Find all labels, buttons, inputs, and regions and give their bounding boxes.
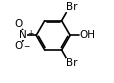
Text: +: + <box>27 29 33 39</box>
Text: O: O <box>14 41 22 51</box>
Text: OH: OH <box>79 30 95 40</box>
Text: N: N <box>19 30 27 40</box>
Text: Br: Br <box>66 58 77 68</box>
Text: Br: Br <box>66 2 77 12</box>
Text: O: O <box>14 19 22 29</box>
Text: −: − <box>23 42 29 52</box>
